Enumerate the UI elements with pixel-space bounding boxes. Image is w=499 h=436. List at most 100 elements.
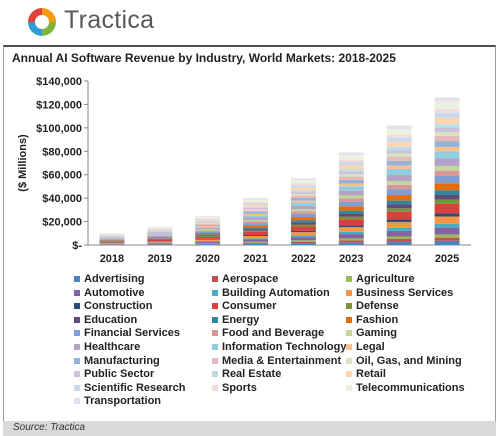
bar-segment xyxy=(338,186,364,191)
bar-segment xyxy=(290,243,316,245)
bar-segment xyxy=(338,171,364,175)
bar-segment xyxy=(338,198,364,202)
legend-label: Legal xyxy=(356,341,385,353)
bar-segment xyxy=(243,221,269,224)
bar-segment xyxy=(290,190,316,193)
bar-segment xyxy=(386,150,412,154)
bar-chart: $- $20,000 $40,000 $60,000 $80,000 $100,000 $1… xyxy=(17,76,471,265)
legend-swatch xyxy=(74,371,80,378)
bar-segment xyxy=(386,227,412,231)
bar-segment xyxy=(195,220,221,222)
bar-segment xyxy=(386,189,412,196)
bar-segment xyxy=(338,206,364,211)
bar-segment xyxy=(338,213,364,217)
bar-segment xyxy=(434,183,460,191)
bar-segment xyxy=(434,97,460,102)
bar-segment xyxy=(290,235,316,238)
legend-swatch xyxy=(74,344,80,350)
legend-swatch xyxy=(346,276,352,282)
bar-segment xyxy=(195,240,221,242)
bar-segment xyxy=(243,206,269,208)
y-tick-label: $40,000 xyxy=(42,193,82,205)
bar-segment xyxy=(290,224,316,227)
bar-segment xyxy=(195,235,221,237)
bar-segment xyxy=(243,230,269,232)
bar-segment xyxy=(147,239,173,242)
bar-segment xyxy=(386,153,412,157)
legend-swatch xyxy=(212,330,218,337)
legend-label: Gaming xyxy=(356,327,397,340)
bar-segment xyxy=(99,241,125,243)
bar-segment xyxy=(147,237,173,239)
bar-segment xyxy=(195,238,221,240)
legend-swatch xyxy=(212,316,218,323)
bar-segment xyxy=(290,230,316,233)
bar-segment xyxy=(195,223,221,225)
bar-segment xyxy=(243,215,269,218)
bar-segment xyxy=(147,238,173,239)
bar-segment xyxy=(434,234,460,238)
bar-segment xyxy=(195,219,221,221)
bar-segment xyxy=(147,236,173,238)
bar-segment xyxy=(290,202,316,206)
bar-segment xyxy=(147,226,173,228)
bar-segment xyxy=(338,227,364,232)
bar-segment xyxy=(99,239,125,241)
bar-segment xyxy=(434,141,460,147)
bar-segment xyxy=(290,222,316,225)
y-tick-label: $- xyxy=(72,240,82,252)
y-axis-title: ($ Millions) xyxy=(17,134,29,192)
y-tick-label: $100,000 xyxy=(36,123,82,135)
legend-swatch xyxy=(212,371,218,378)
x-tick-label: 2023 xyxy=(339,253,363,265)
bar-segment xyxy=(243,217,269,220)
legend-label: Financial Services xyxy=(84,327,180,340)
bar-segment xyxy=(434,124,460,128)
bar-segment xyxy=(338,155,364,160)
bar-segment xyxy=(386,239,412,242)
bar-segment xyxy=(434,132,460,136)
bar-segment xyxy=(386,208,412,212)
bar-segment xyxy=(338,190,364,196)
bar-segment xyxy=(290,185,316,188)
y-tick-label: $80,000 xyxy=(42,146,82,158)
bar-segment xyxy=(195,241,221,243)
bar-segment xyxy=(195,229,221,231)
legend-label: Manufacturing xyxy=(84,354,160,367)
bar-segment xyxy=(147,232,173,233)
bar-segment xyxy=(338,169,364,172)
bar-segment xyxy=(195,228,221,230)
bar-segment xyxy=(243,234,269,236)
legend-label: Agriculture xyxy=(356,273,415,285)
bar-segment xyxy=(338,242,364,245)
bar-segment xyxy=(99,242,125,244)
legend-swatch xyxy=(74,384,80,391)
bar-segment xyxy=(195,225,221,227)
bar-segment xyxy=(338,152,364,156)
bar-segment xyxy=(386,211,412,220)
bar-segment xyxy=(434,199,460,204)
legend-label: Food and Beverage xyxy=(222,327,325,340)
bar-segment xyxy=(386,230,412,237)
bar-segment xyxy=(338,174,364,177)
bar-segment xyxy=(290,211,316,214)
bar-segment xyxy=(290,178,316,181)
bar-segment xyxy=(147,235,173,237)
bar-segment xyxy=(434,213,460,217)
bar-segment xyxy=(290,200,316,203)
bar-segment xyxy=(290,195,316,199)
bar-segment xyxy=(386,204,412,209)
bar-segment xyxy=(243,210,269,213)
legend-swatch xyxy=(346,371,352,378)
tractica-logo-icon xyxy=(28,8,56,36)
legend-swatch xyxy=(74,398,80,405)
x-tick-label: 2025 xyxy=(435,253,459,265)
bar-segment xyxy=(147,239,173,240)
bar-segment xyxy=(386,169,412,176)
legend-swatch xyxy=(74,330,80,337)
bar-segment xyxy=(386,221,412,228)
bar-segment xyxy=(434,223,460,228)
bar-segment xyxy=(195,234,221,236)
legend-swatch xyxy=(212,303,218,310)
bar-segment xyxy=(243,198,269,200)
